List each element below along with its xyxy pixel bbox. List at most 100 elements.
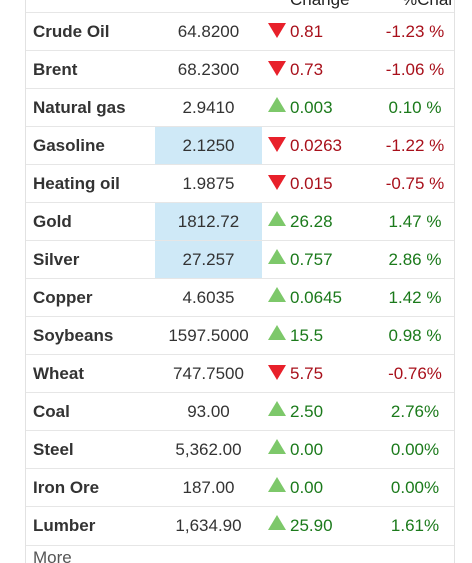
triangle-up-icon — [268, 249, 286, 264]
change-value: 0.757 — [290, 250, 333, 269]
commodity-name[interactable]: Brent — [33, 59, 78, 79]
commodity-change: 15.5 — [262, 317, 370, 355]
commodity-change: 0.00 — [262, 469, 370, 507]
commodity-change: 0.015 — [262, 165, 370, 203]
commodity-pct-change: -0.75 % — [385, 173, 445, 193]
table-row[interactable]: Wheat 747.7500 5.75 -0.76% — [26, 354, 454, 393]
triangle-down-icon — [268, 60, 286, 76]
change-value: 0.73 — [290, 59, 324, 79]
commodity-pct-change: -1.06 % — [385, 59, 445, 79]
change-value: 2.50 — [290, 402, 324, 421]
commodity-name[interactable]: Gasoline — [33, 135, 105, 155]
table-row[interactable]: Gold 1812.72 26.28 1.47 % — [26, 202, 454, 241]
commodity-pct-change: -1.23 % — [385, 21, 445, 41]
commodity-name[interactable]: Silver — [33, 249, 80, 269]
commodities-panel: Change %Change Crude Oil 64.8200 0.81 -1.23… — [25, 0, 455, 563]
commodity-name[interactable]: Steel — [33, 439, 74, 459]
table-row[interactable]: Brent 68.2300 0.73 -1.06 % — [26, 50, 454, 89]
triangle-up-icon — [268, 325, 286, 340]
triangle-up-icon — [268, 439, 286, 454]
commodity-pct-change: 2.76% — [390, 401, 440, 421]
commodity-name[interactable]: Coal — [33, 401, 70, 421]
commodity-pct-change: 1.61% — [390, 515, 440, 535]
triangle-up-icon — [268, 401, 286, 416]
commodity-change: 5.75 — [262, 355, 370, 393]
commodity-change: 25.90 — [262, 507, 370, 545]
table-row[interactable]: Silver 27.257 0.757 2.86 % — [26, 240, 454, 279]
table-row[interactable]: Natural gas 2.9410 0.003 0.10 % — [26, 88, 454, 127]
commodity-change: 0.81 — [262, 13, 370, 51]
triangle-up-icon — [268, 211, 286, 226]
commodity-price: 1812.72 — [155, 202, 262, 241]
commodity-price: 5,362.00 — [175, 439, 242, 459]
commodities-table: Crude Oil 64.8200 0.81 -1.23 % Brent 68.2300 0… — [26, 12, 454, 545]
commodity-pct-change: 1.42 % — [388, 287, 442, 307]
commodity-change: 0.00 — [262, 431, 370, 469]
commodity-name[interactable]: Heating oil — [33, 173, 120, 193]
commodity-price: 1597.5000 — [168, 325, 249, 345]
triangle-up-icon — [268, 97, 286, 112]
commodity-price: 1,634.90 — [175, 515, 242, 535]
commodity-pct-change: 0.00% — [390, 477, 440, 497]
commodity-name[interactable]: Gold — [33, 211, 72, 231]
triangle-up-icon — [268, 515, 286, 531]
triangle-up-icon — [268, 477, 286, 492]
column-header-strip: Change %Change — [26, 0, 454, 12]
commodity-name[interactable]: Crude Oil — [33, 21, 110, 41]
change-value: 25.90 — [290, 516, 333, 536]
commodity-pct-change: 2.86 % — [388, 249, 442, 269]
commodity-change: 0.757 — [262, 241, 370, 279]
table-row[interactable]: Lumber 1,634.90 25.90 1.61% — [26, 506, 454, 545]
change-value: 0.0263 — [290, 135, 342, 155]
commodity-price: 187.00 — [182, 477, 235, 497]
more-link[interactable]: More — [26, 544, 454, 563]
commodity-change: 26.28 — [262, 203, 370, 241]
commodity-price: 1.9875 — [182, 173, 235, 193]
change-value: 15.5 — [290, 326, 324, 345]
commodity-change: 0.73 — [262, 51, 370, 89]
change-value: 0.003 — [290, 98, 333, 117]
commodity-price: 2.1250 — [155, 126, 262, 165]
commodity-change: 0.0645 — [262, 279, 370, 317]
triangle-down-icon — [268, 174, 286, 190]
commodity-change: 0.003 — [262, 89, 370, 127]
change-value: 0.00 — [290, 478, 324, 497]
commodity-change: 2.50 — [262, 393, 370, 431]
commodity-name[interactable]: Soybeans — [33, 325, 114, 345]
change-column-header: Change — [290, 0, 350, 10]
commodity-name[interactable]: Lumber — [33, 515, 96, 535]
commodity-pct-change: -0.76% — [388, 363, 442, 383]
triangle-down-icon — [268, 136, 286, 152]
table-row[interactable]: Gasoline 2.1250 0.0263 -1.22 % — [26, 126, 454, 165]
triangle-down-icon — [268, 364, 286, 380]
change-value: 26.28 — [290, 212, 333, 231]
commodity-name[interactable]: Iron Ore — [33, 477, 100, 497]
table-row[interactable]: Coal 93.00 2.50 2.76% — [26, 392, 454, 431]
commodity-pct-change: 0.98 % — [388, 325, 442, 345]
change-value: 0.015 — [290, 173, 333, 193]
commodity-price: 2.9410 — [182, 97, 235, 117]
change-value: 0.81 — [290, 21, 324, 41]
table-row[interactable]: Heating oil 1.9875 0.015 -0.75 % — [26, 164, 454, 203]
table-row[interactable]: Crude Oil 64.8200 0.81 -1.23 % — [26, 12, 454, 51]
triangle-down-icon — [268, 22, 286, 38]
commodity-pct-change: 1.47 % — [388, 211, 442, 231]
commodity-price: 747.7500 — [173, 363, 244, 383]
pct-change-column-header: %Change — [402, 0, 454, 10]
commodity-price: 64.8200 — [177, 21, 240, 41]
change-value: 0.0645 — [290, 288, 342, 307]
commodity-change: 0.0263 — [262, 127, 370, 165]
table-row[interactable]: Steel 5,362.00 0.00 0.00% — [26, 430, 454, 469]
commodity-pct-change: -1.22 % — [385, 135, 445, 155]
commodity-price: 93.00 — [187, 401, 230, 421]
commodity-name[interactable]: Natural gas — [33, 97, 126, 117]
commodity-pct-change: 0.10 % — [388, 97, 442, 117]
table-row[interactable]: Soybeans 1597.5000 15.5 0.98 % — [26, 316, 454, 355]
commodity-pct-change: 0.00% — [390, 439, 440, 459]
table-row[interactable]: Iron Ore 187.00 0.00 0.00% — [26, 468, 454, 507]
commodity-name[interactable]: Wheat — [33, 363, 84, 383]
triangle-up-icon — [268, 287, 286, 302]
commodity-price: 27.257 — [155, 240, 262, 279]
commodity-name[interactable]: Copper — [33, 287, 93, 307]
table-row[interactable]: Copper 4.6035 0.0645 1.42 % — [26, 278, 454, 317]
